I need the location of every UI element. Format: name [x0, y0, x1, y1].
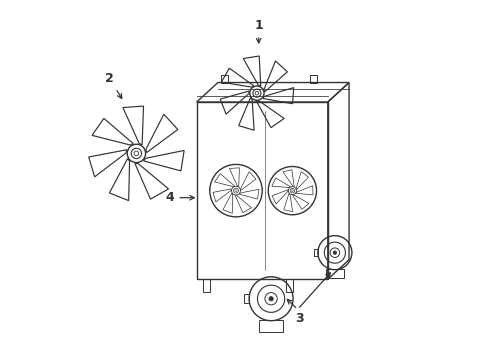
Text: 3: 3	[295, 312, 303, 325]
Circle shape	[332, 251, 336, 255]
Circle shape	[268, 297, 273, 301]
Text: 4: 4	[165, 191, 194, 204]
Text: 1: 1	[254, 19, 263, 43]
Text: 2: 2	[105, 72, 122, 99]
